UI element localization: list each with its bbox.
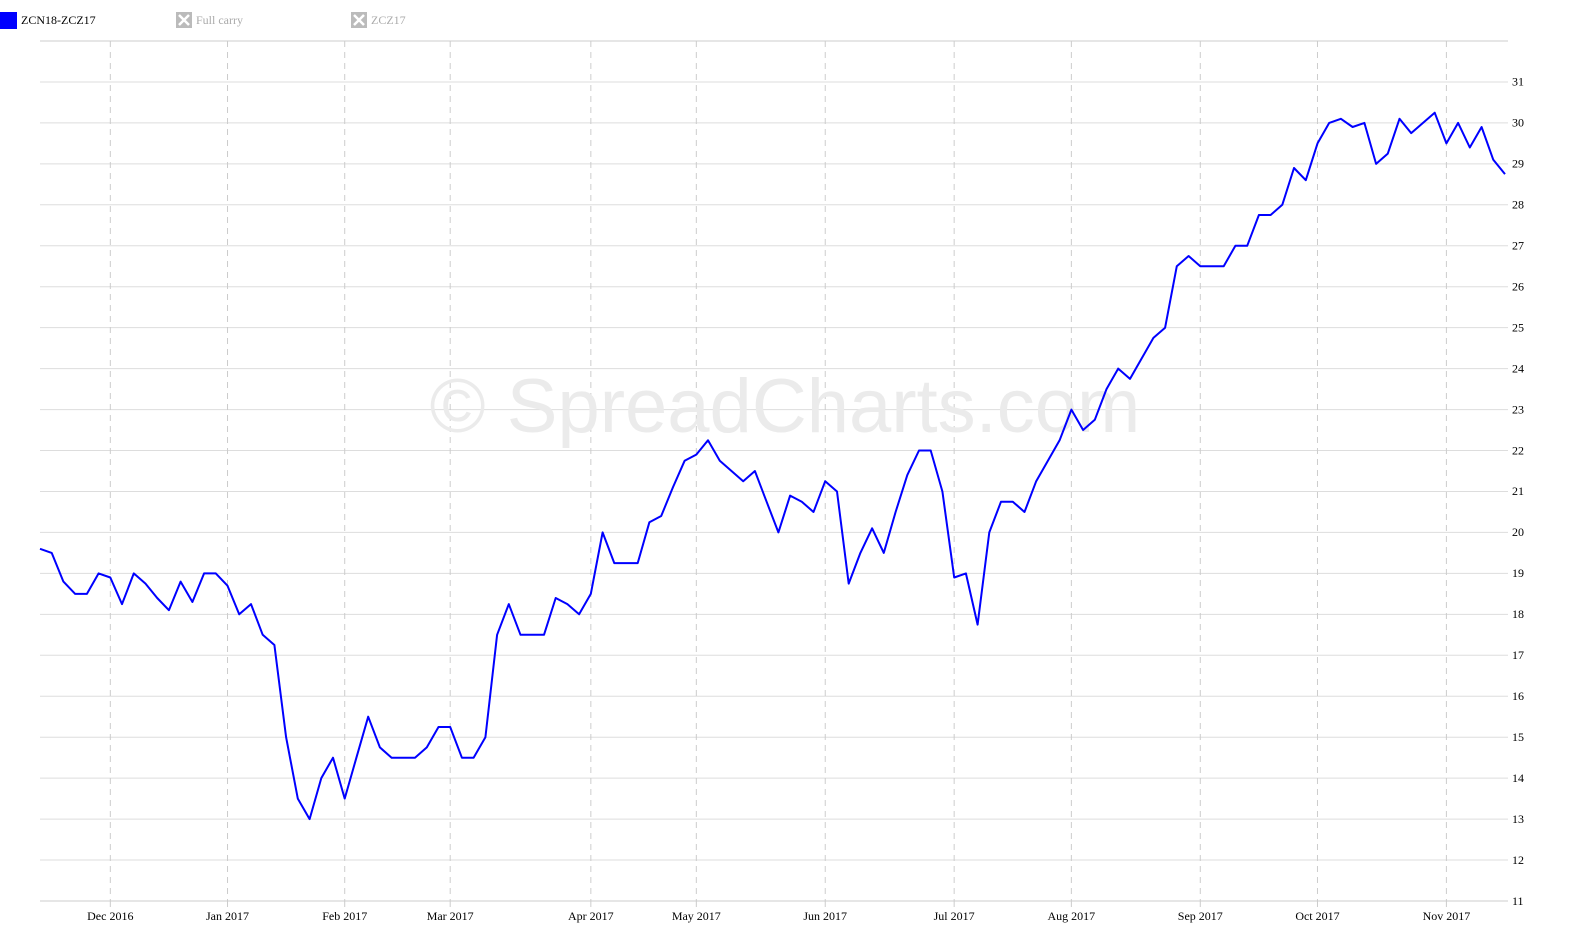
y-tick-label: 11 <box>1512 894 1524 908</box>
y-tick-label: 15 <box>1512 730 1524 744</box>
legend-label[interactable]: ZCZ17 <box>371 13 406 27</box>
y-tick-label: 14 <box>1512 771 1524 785</box>
y-tick-label: 25 <box>1512 320 1524 334</box>
y-tick-label: 22 <box>1512 443 1524 457</box>
legend-label[interactable]: Full carry <box>196 13 243 27</box>
y-tick-label: 17 <box>1512 648 1524 662</box>
x-tick-label: Oct 2017 <box>1295 909 1339 923</box>
y-tick-label: 19 <box>1512 566 1524 580</box>
x-tick-label: Feb 2017 <box>322 909 367 923</box>
y-tick-label: 28 <box>1512 198 1524 212</box>
y-tick-label: 30 <box>1512 116 1524 130</box>
y-tick-label: 16 <box>1512 689 1524 703</box>
y-tick-label: 13 <box>1512 812 1524 826</box>
legend-label[interactable]: ZCN18-ZCZ17 <box>21 13 96 27</box>
x-tick-label: Mar 2017 <box>427 909 474 923</box>
y-tick-label: 18 <box>1512 607 1524 621</box>
y-tick-label: 27 <box>1512 239 1524 253</box>
x-tick-label: Jun 2017 <box>803 909 847 923</box>
y-tick-label: 24 <box>1512 361 1524 375</box>
y-tick-label: 29 <box>1512 157 1524 171</box>
x-tick-label: Dec 2016 <box>87 909 133 923</box>
y-tick-label: 20 <box>1512 525 1524 539</box>
y-tick-label: 12 <box>1512 853 1524 867</box>
y-tick-label: 21 <box>1512 484 1524 498</box>
legend-swatch[interactable] <box>0 12 17 29</box>
x-tick-label: Jan 2017 <box>206 909 249 923</box>
x-tick-label: Aug 2017 <box>1048 909 1096 923</box>
x-tick-label: Nov 2017 <box>1423 909 1471 923</box>
x-tick-label: Sep 2017 <box>1178 909 1223 923</box>
watermark: © SpreadCharts.com <box>430 364 1141 449</box>
y-tick-label: 26 <box>1512 279 1524 293</box>
legend-hidden-icon[interactable] <box>176 12 192 28</box>
y-tick-label: 23 <box>1512 402 1524 416</box>
x-tick-label: Apr 2017 <box>568 909 614 923</box>
x-tick-label: Jul 2017 <box>934 909 975 923</box>
y-tick-label: 31 <box>1512 75 1524 89</box>
legend-hidden-icon[interactable] <box>351 12 367 28</box>
x-tick-label: May 2017 <box>672 909 721 923</box>
series-line <box>39 111 1506 821</box>
